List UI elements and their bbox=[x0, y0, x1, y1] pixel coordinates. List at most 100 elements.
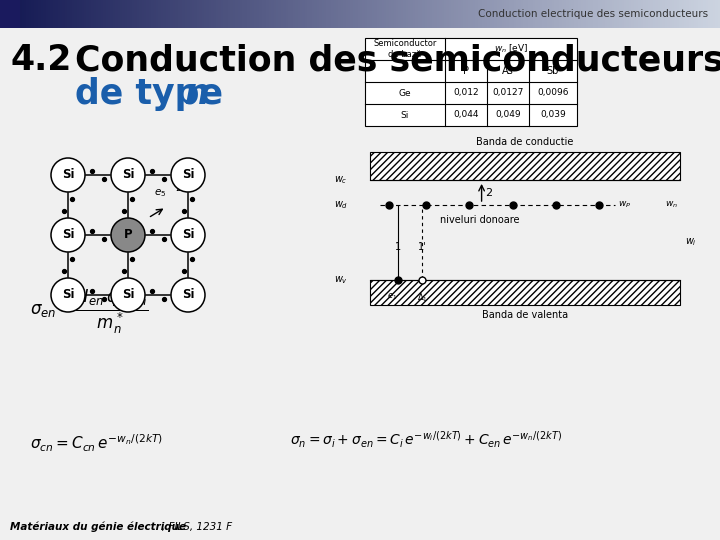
Bar bbox=[394, 0, 397, 28]
Text: $w_P$: $w_P$ bbox=[618, 200, 631, 210]
Bar bbox=[370, 152, 680, 180]
Bar bbox=[495, 0, 498, 28]
Bar bbox=[297, 0, 301, 28]
Bar bbox=[418, 0, 421, 28]
Bar bbox=[619, 0, 623, 28]
Bar bbox=[171, 0, 174, 28]
Bar bbox=[470, 0, 474, 28]
Bar bbox=[161, 0, 164, 28]
Bar bbox=[48, 0, 51, 28]
Text: $w_c$: $w_c$ bbox=[334, 174, 348, 186]
Bar bbox=[557, 0, 560, 28]
Bar bbox=[576, 0, 580, 28]
Bar bbox=[499, 0, 503, 28]
Bar bbox=[247, 0, 251, 28]
Bar bbox=[617, 0, 620, 28]
Circle shape bbox=[51, 218, 85, 252]
Bar bbox=[283, 0, 287, 28]
Bar bbox=[535, 0, 539, 28]
Bar bbox=[711, 0, 714, 28]
Bar bbox=[101, 0, 104, 28]
Bar bbox=[545, 0, 548, 28]
Bar bbox=[144, 0, 148, 28]
Text: Semiconductor
de bază: Semiconductor de bază bbox=[373, 39, 437, 59]
Bar bbox=[235, 0, 238, 28]
Text: Si: Si bbox=[62, 228, 74, 241]
Bar bbox=[583, 0, 587, 28]
Bar bbox=[146, 0, 150, 28]
Bar bbox=[693, 0, 697, 28]
Bar bbox=[194, 0, 198, 28]
Text: 4.2: 4.2 bbox=[10, 43, 71, 77]
Bar bbox=[559, 0, 562, 28]
Bar bbox=[682, 0, 685, 28]
Circle shape bbox=[111, 158, 145, 192]
Bar bbox=[696, 0, 699, 28]
Bar bbox=[55, 0, 58, 28]
Bar bbox=[523, 0, 526, 28]
Bar bbox=[372, 0, 375, 28]
Bar bbox=[600, 0, 603, 28]
Text: 1: 1 bbox=[395, 242, 401, 253]
Bar bbox=[58, 0, 61, 28]
Bar bbox=[379, 0, 382, 28]
Circle shape bbox=[171, 158, 205, 192]
Bar bbox=[387, 0, 390, 28]
Bar bbox=[96, 0, 99, 28]
Bar bbox=[540, 0, 544, 28]
Bar bbox=[307, 0, 310, 28]
Bar bbox=[506, 0, 510, 28]
Bar bbox=[487, 0, 490, 28]
Text: n: n bbox=[185, 77, 210, 111]
Bar bbox=[257, 0, 260, 28]
Bar bbox=[41, 0, 44, 28]
Text: P: P bbox=[463, 66, 469, 76]
Text: Banda de conductie: Banda de conductie bbox=[477, 137, 574, 147]
Bar bbox=[5, 0, 8, 28]
Bar bbox=[441, 0, 445, 28]
Bar bbox=[415, 0, 418, 28]
Bar bbox=[113, 0, 116, 28]
Bar bbox=[293, 0, 296, 28]
Bar bbox=[456, 0, 459, 28]
Bar bbox=[279, 0, 282, 28]
Bar bbox=[358, 0, 361, 28]
Bar bbox=[485, 0, 488, 28]
Bar bbox=[110, 0, 114, 28]
Bar bbox=[9, 0, 13, 28]
Bar bbox=[533, 0, 536, 28]
Text: Si: Si bbox=[181, 168, 194, 181]
Text: 0,0127: 0,0127 bbox=[492, 89, 523, 98]
Bar bbox=[624, 0, 627, 28]
Bar bbox=[581, 0, 584, 28]
Bar bbox=[45, 0, 49, 28]
Bar bbox=[94, 0, 97, 28]
Bar bbox=[67, 0, 71, 28]
Bar bbox=[603, 0, 606, 28]
Bar bbox=[108, 0, 112, 28]
Bar bbox=[53, 0, 56, 28]
Bar bbox=[444, 0, 447, 28]
Bar bbox=[670, 0, 673, 28]
Bar bbox=[490, 0, 493, 28]
Bar bbox=[528, 0, 531, 28]
Bar bbox=[480, 0, 483, 28]
Text: 0,012: 0,012 bbox=[453, 89, 479, 98]
Bar bbox=[281, 0, 284, 28]
Text: $w_n$ [eV]: $w_n$ [eV] bbox=[494, 43, 528, 55]
Bar bbox=[72, 0, 76, 28]
Bar bbox=[89, 0, 92, 28]
Bar bbox=[338, 0, 342, 28]
Bar bbox=[398, 0, 402, 28]
Bar bbox=[132, 0, 135, 28]
Circle shape bbox=[51, 278, 85, 312]
Bar bbox=[336, 0, 339, 28]
Bar bbox=[202, 0, 205, 28]
Bar bbox=[492, 0, 495, 28]
Bar bbox=[567, 0, 570, 28]
Bar bbox=[27, 0, 30, 28]
Bar bbox=[516, 0, 519, 28]
Bar bbox=[290, 0, 294, 28]
Bar bbox=[547, 0, 551, 28]
Text: 0,044: 0,044 bbox=[454, 111, 479, 119]
